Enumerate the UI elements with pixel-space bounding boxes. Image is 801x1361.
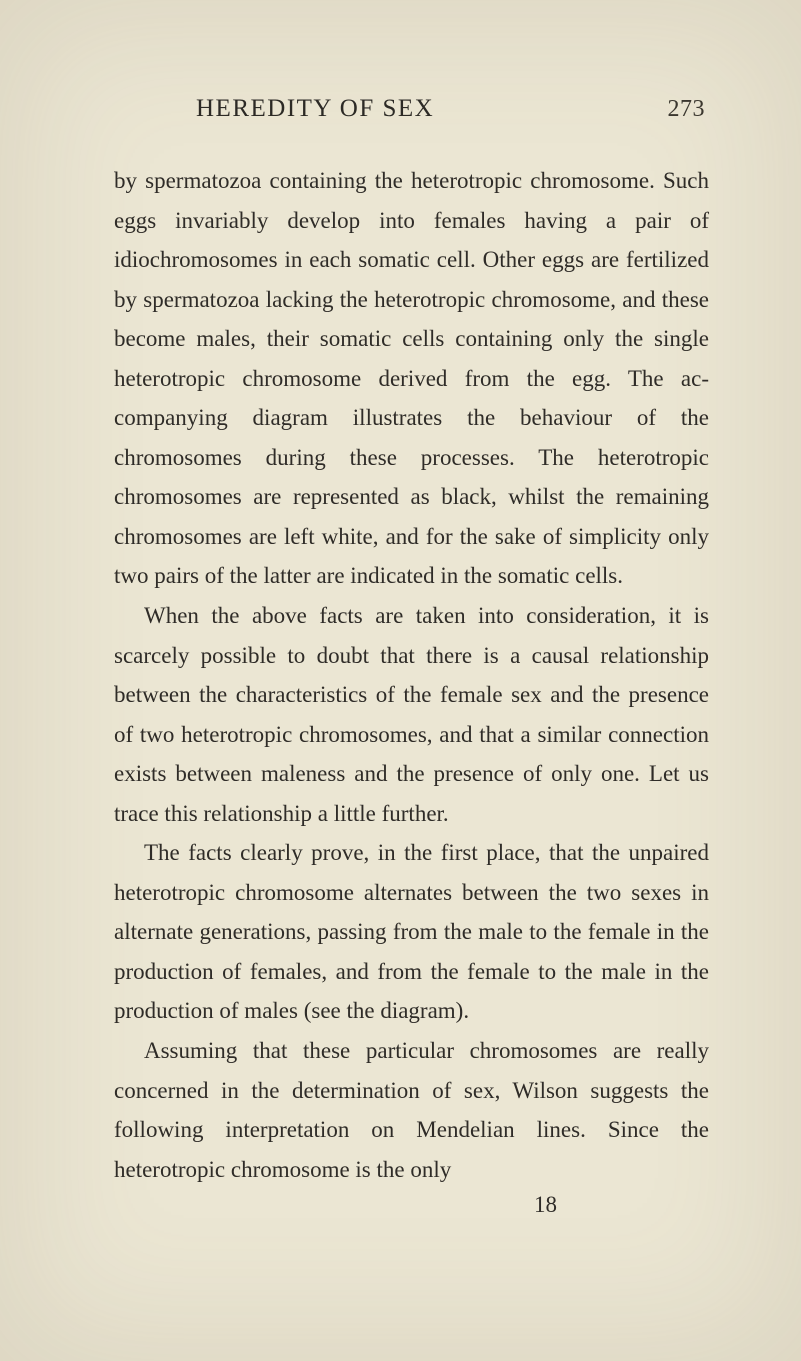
page-number: 273 (668, 96, 706, 123)
document-page: HEREDITY OF SEX 273 by spermatozoa conta… (0, 0, 801, 1361)
signature-mark: 18 (114, 1192, 709, 1218)
running-title: HEREDITY OF SEX (196, 95, 434, 123)
paragraph: Assuming that these particular chromosom… (114, 1031, 709, 1189)
paragraph: When the above facts are taken into cons… (114, 596, 709, 833)
paragraph: by spermatozoa containing the heterotrop… (114, 161, 709, 596)
paragraph: The facts clearly prove, in the first pl… (114, 833, 709, 1031)
page-header: HEREDITY OF SEX 273 (114, 95, 709, 123)
body-text: by spermatozoa containing the heterotrop… (114, 161, 709, 1189)
